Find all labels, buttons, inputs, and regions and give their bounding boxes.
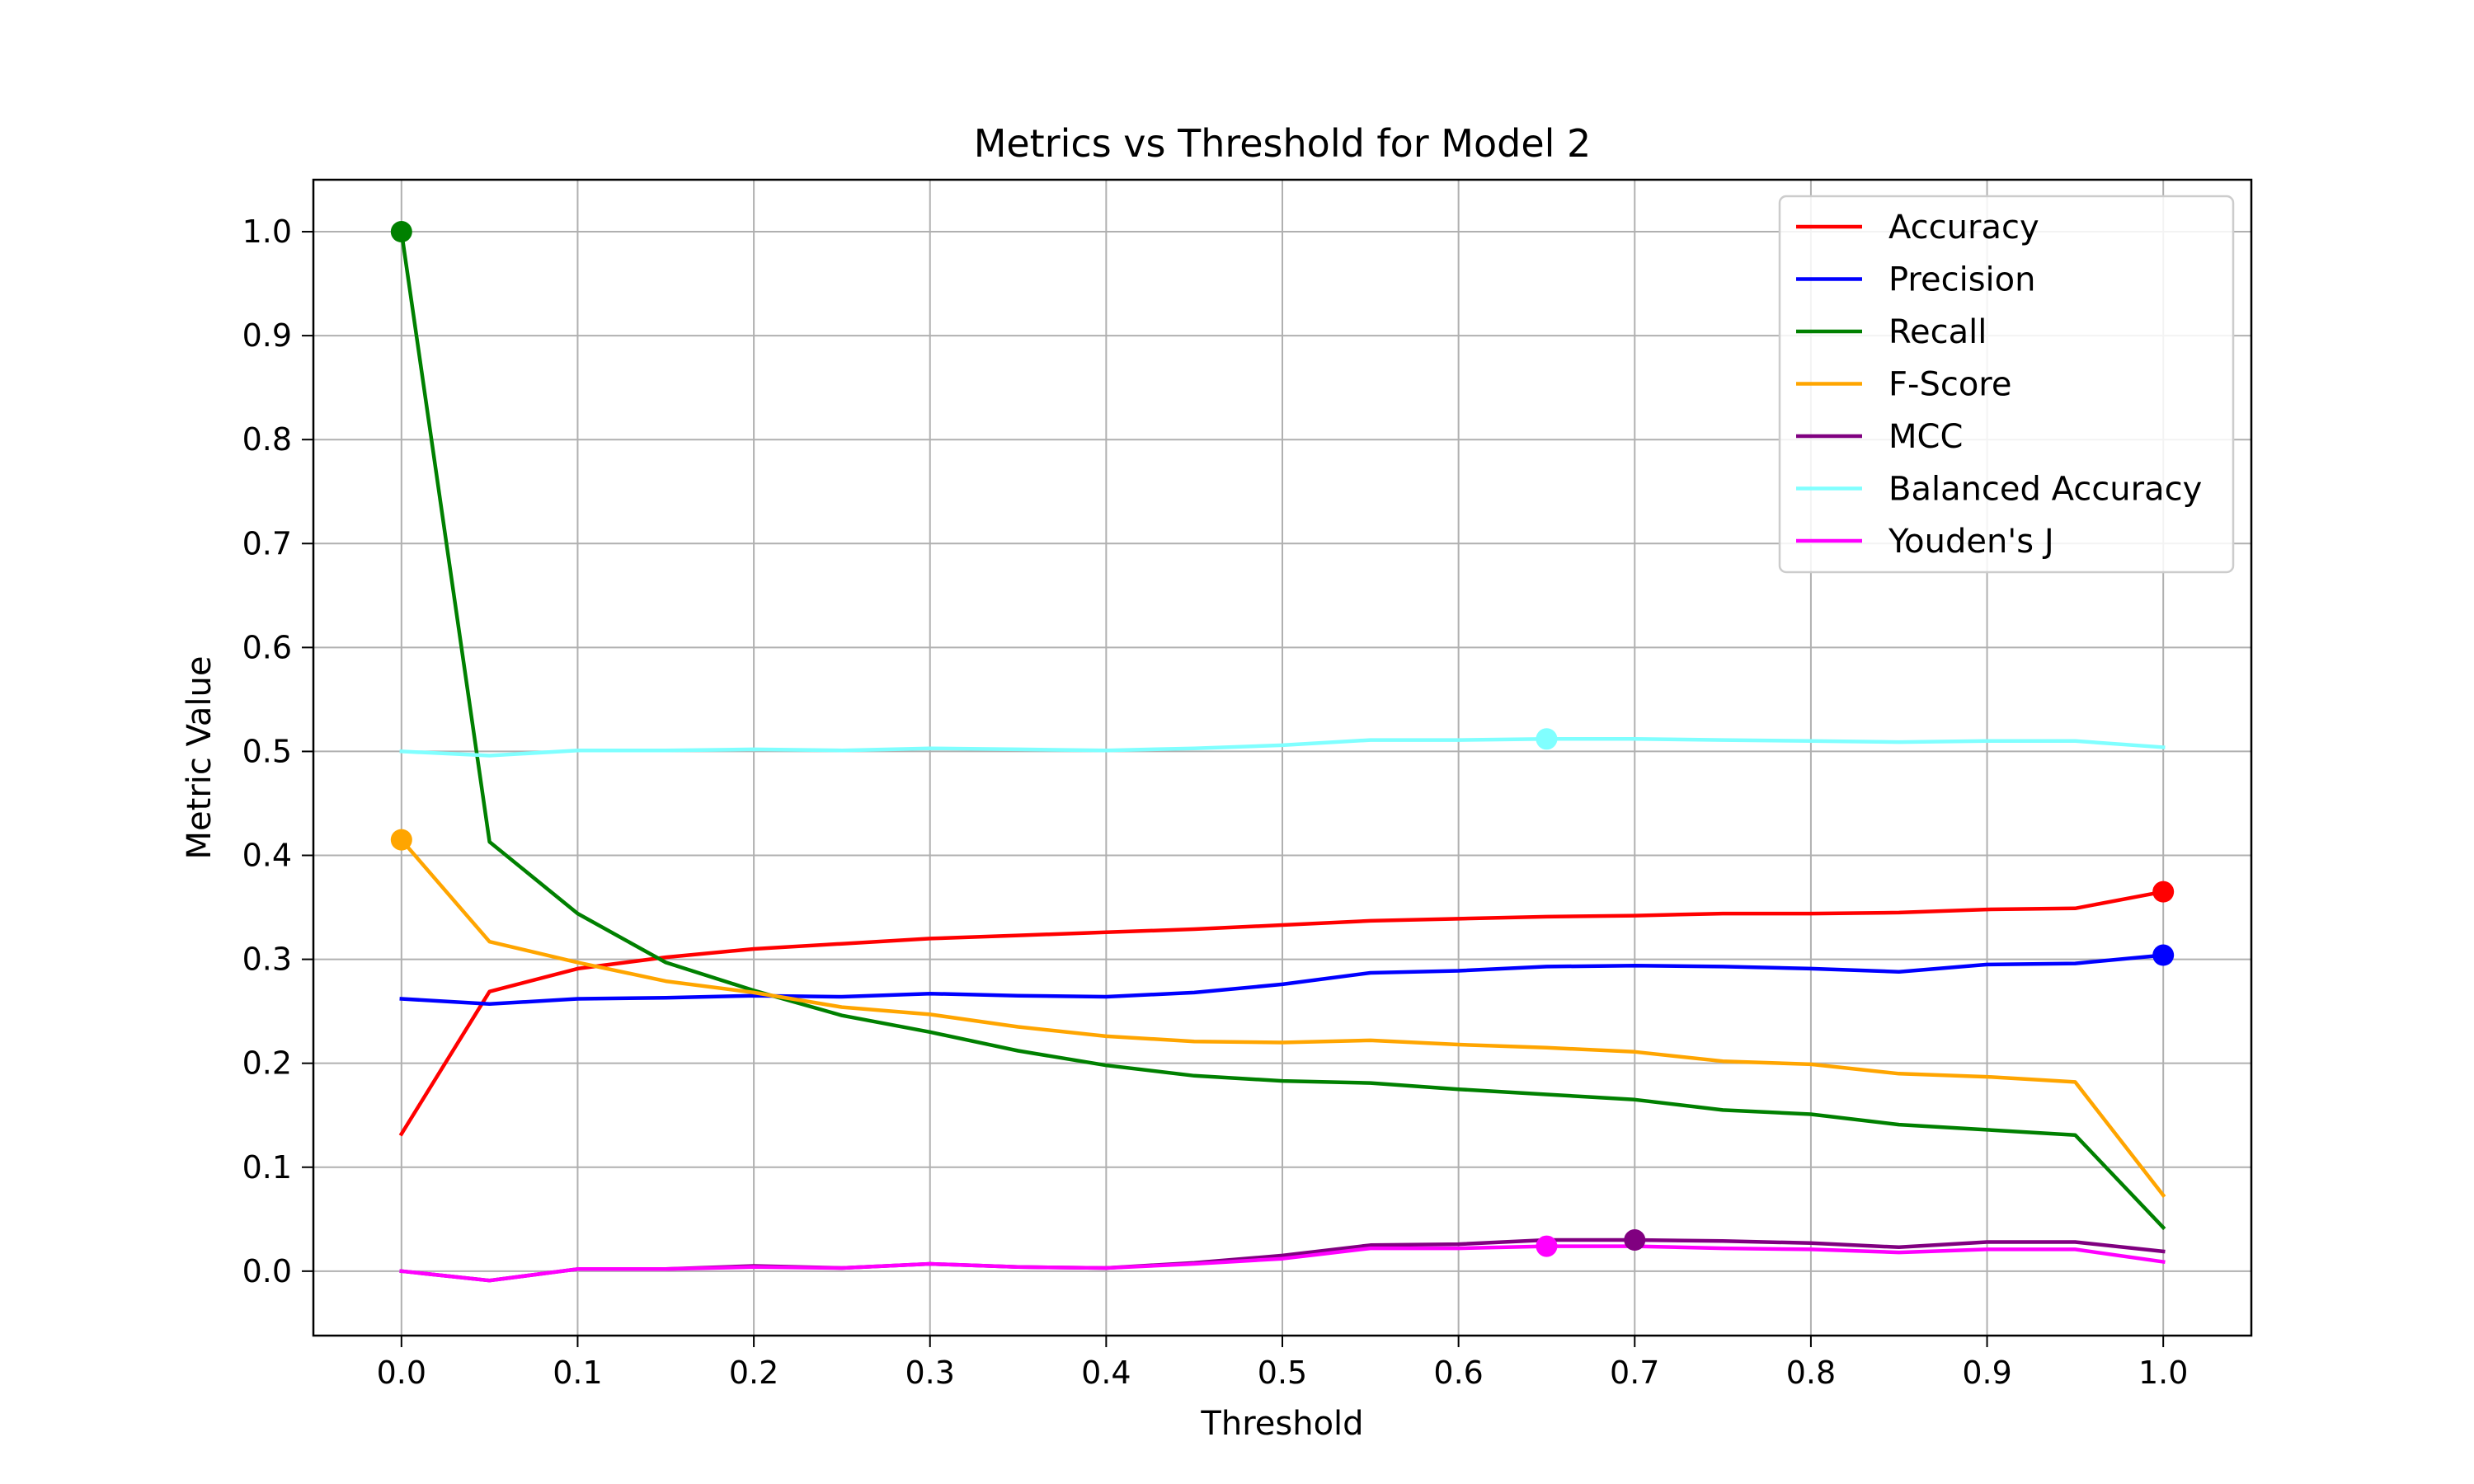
markers xyxy=(390,221,2175,1257)
best-point-accuracy xyxy=(2152,881,2175,903)
best-point-balanced-accuracy xyxy=(1536,728,1558,750)
y-tick-label: 0.2 xyxy=(242,1045,292,1082)
legend-label-accuracy: Accuracy xyxy=(1888,209,2039,247)
y-tick-label: 0.7 xyxy=(242,525,292,561)
x-axis-label: Threshold xyxy=(1200,1405,1363,1443)
x-ticks: 0.0 0.1 0.2 0.3 0.4 0.5 0.6 0.7 0.8 0.9 1.0 xyxy=(377,1336,2188,1391)
y-tick-label: 0.6 xyxy=(242,629,292,665)
series-group xyxy=(398,229,2166,1283)
y-tick-label: 0.5 xyxy=(242,733,292,769)
series-line-recall xyxy=(399,229,2166,1231)
y-tick-label: 0.1 xyxy=(242,1149,292,1186)
x-tick-label: 0.2 xyxy=(729,1355,778,1391)
x-tick-label: 0.4 xyxy=(1081,1355,1131,1391)
x-tick-label: 0.6 xyxy=(1433,1355,1483,1391)
y-tick-label: 0.9 xyxy=(242,317,292,354)
legend-label-youden-s-j: Youden's J xyxy=(1888,523,2054,561)
series-line-precision xyxy=(399,953,2166,1007)
y-ticks: 0.0 0.1 0.2 0.3 0.4 0.5 0.6 0.7 0.8 0.9 1.0 xyxy=(242,214,313,1289)
chart-title: Metrics vs Threshold for Model 2 xyxy=(974,121,1592,166)
y-tick-label: 1.0 xyxy=(242,214,292,250)
series-line-balanced-accuracy xyxy=(399,737,2166,758)
x-tick-label: 0.1 xyxy=(553,1355,602,1391)
legend: Accuracy Precision Recall F-Score MCC Balance… xyxy=(1778,195,2235,574)
best-point-precision xyxy=(2152,944,2175,966)
x-tick-label: 0.3 xyxy=(905,1355,955,1391)
best-point-f-score xyxy=(390,829,412,851)
x-tick-label: 1.0 xyxy=(2138,1355,2188,1391)
best-point-recall xyxy=(390,221,412,243)
y-tick-label: 0.0 xyxy=(242,1253,292,1289)
series-line-youden-s-j xyxy=(399,1244,2166,1283)
legend-label-balanced-accuracy: Balanced Accuracy xyxy=(1888,471,2202,509)
legend-box xyxy=(1778,195,2235,574)
best-point-youden-s-j xyxy=(1536,1235,1558,1257)
series-line-accuracy xyxy=(398,889,2166,1137)
y-tick-label: 0.3 xyxy=(242,942,292,978)
legend-label-recall: Recall xyxy=(1888,313,1987,351)
x-tick-label: 0.7 xyxy=(1610,1355,1659,1391)
best-point-mcc xyxy=(1624,1229,1646,1252)
x-tick-label: 0.0 xyxy=(377,1355,426,1391)
x-tick-label: 0.8 xyxy=(1786,1355,1836,1391)
x-tick-label: 0.9 xyxy=(1962,1355,2011,1391)
x-tick-label: 0.5 xyxy=(1258,1355,1307,1391)
series-line-f-score xyxy=(398,837,2166,1198)
legend-label-mcc: MCC xyxy=(1888,418,1963,456)
legend-label-f-score: F-Score xyxy=(1888,366,2011,404)
y-tick-label: 0.8 xyxy=(242,421,292,458)
y-tick-label: 0.4 xyxy=(242,838,292,874)
legend-label-precision: Precision xyxy=(1888,261,2035,299)
y-axis-label: Metric Value xyxy=(181,656,219,860)
